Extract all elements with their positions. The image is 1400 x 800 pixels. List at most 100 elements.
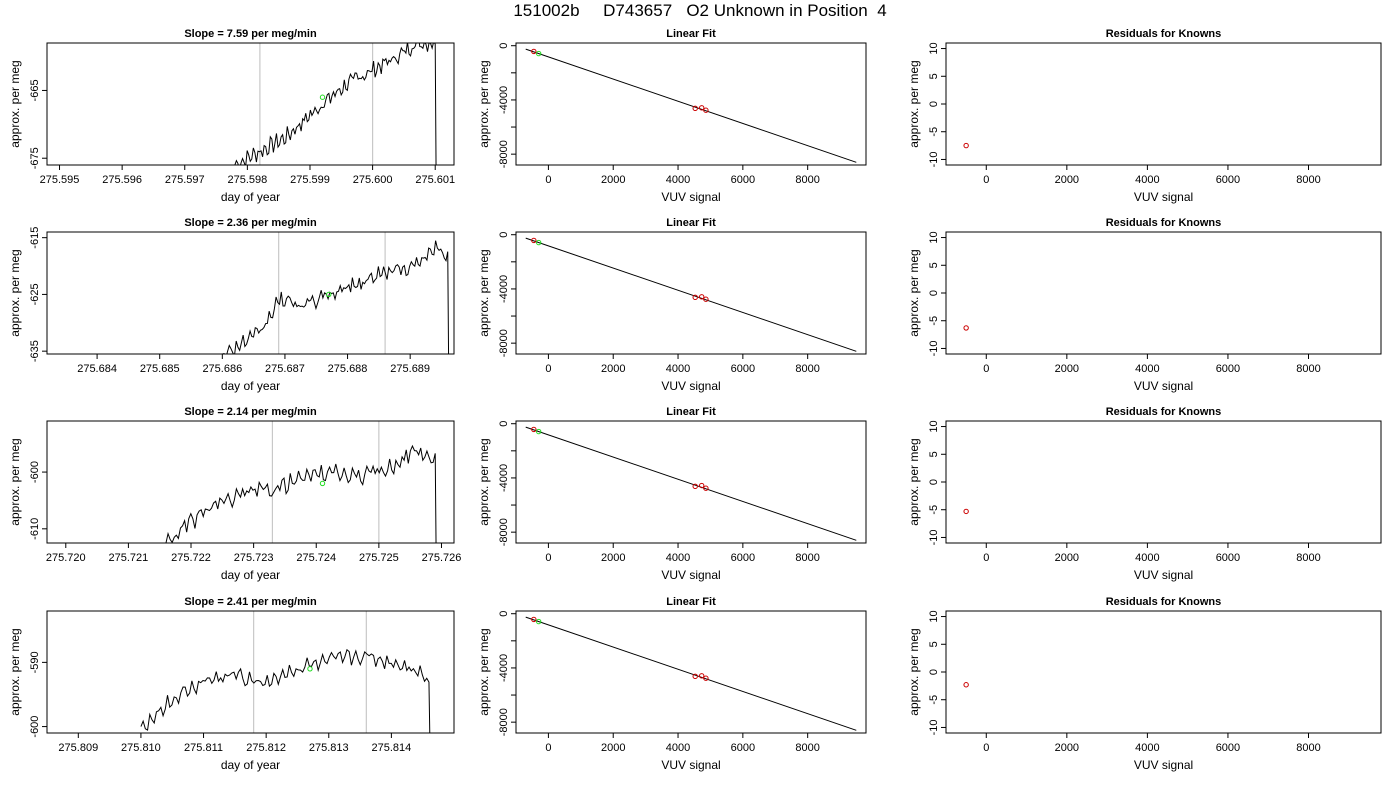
y-tick-label: -10 [928,152,940,168]
known-point [698,673,705,679]
x-tick-label: 275.684 [77,363,117,375]
x-tick-label: 275.598 [227,174,267,186]
data-layer [165,421,437,543]
unknown-point [319,480,326,487]
data-layer [525,48,857,163]
y-axis-label: approx. per meg [8,249,22,336]
data-layer [234,43,437,165]
panel-title: Linear Fit [666,406,716,418]
y-tick-label: 10 [928,610,940,622]
x-tick-label: 2000 [601,552,625,564]
y-tick-label: -665 [29,79,41,101]
y-tick-label: 0 [498,43,510,49]
fit-line [525,48,857,163]
x-axis-label: VUV signal [661,758,720,772]
data-layer [963,508,969,515]
y-tick-label: -5 [928,316,940,326]
known-point [531,48,537,55]
x-tick-label: 275.725 [359,552,399,564]
plot-frame [46,610,455,734]
plot-frame [46,231,455,355]
x-tick-label: 0 [545,552,551,564]
y-tick-label: -8000 [498,140,510,168]
x-tick-label: 275.595 [40,174,80,186]
x-tick-label: 275.601 [415,174,455,186]
x-tick-label: 0 [983,174,989,186]
panel-4-1: Slope = 2.41 per meg/min 275.809 275.810 27… [8,596,455,772]
x-tick-label: 6000 [1216,742,1240,754]
unknown-point [326,291,332,298]
x-tick-label: 275.811 [184,742,223,754]
x-axis-label: day of year [221,758,280,772]
x-axis-label: VUV signal [1134,190,1193,204]
unknown-point [535,618,542,625]
y-tick-label: -10 [928,720,940,736]
panel-1-3: Residuals for Knowns 0 2000 4000 6000 8000 10 5… [907,28,1382,204]
y-tick-label: 0 [498,421,510,427]
panel-4-3: Residuals for Knowns 0 2000 4000 6000 8000 10 5… [907,596,1382,772]
x-tick-label: 275.814 [372,742,412,754]
y-tick-label: 0 [498,611,510,617]
y-tick-label: -675 [29,147,41,169]
y-tick-label: -8000 [498,518,510,546]
data-layer [222,232,450,354]
y-tick-label: 0 [498,232,510,238]
x-tick-label: 275.813 [309,742,349,754]
x-tick-label: 275.724 [296,552,336,564]
signal-trace [165,444,437,543]
panel-title: Slope = 2.14 per meg/min [184,406,317,418]
known-point [963,142,969,149]
plot-frame [515,610,867,734]
x-tick-label: 0 [983,742,989,754]
panel-3-1: Slope = 2.14 per meg/min 275.720 275.721 27… [8,406,461,582]
x-axis-label: VUV signal [661,190,720,204]
panel-title: Linear Fit [666,596,716,608]
y-tick-label: -590 [29,651,41,673]
panel-2-2: Linear Fit 0 2000 4000 6000 8000 0 -4000 -8000 VU… [477,217,867,393]
x-tick-label: 2000 [1055,363,1079,375]
x-tick-label: 4000 [666,174,690,186]
x-tick-label: 8000 [795,552,819,564]
panel-title: Residuals for Knowns [1106,28,1222,40]
x-tick-label: 275.812 [246,742,286,754]
panel-title: Linear Fit [666,28,716,40]
unknown-point [535,428,542,435]
fit-line [525,426,857,541]
x-axis-label: VUV signal [661,568,720,582]
panel-3-2: Linear Fit 0 2000 4000 6000 8000 0 -4000 -8000 VU… [477,406,867,582]
panel-title: Residuals for Knowns [1106,406,1222,418]
y-tick-label: 0 [928,669,940,675]
x-tick-label: 2000 [1055,742,1079,754]
x-tick-label: 0 [983,363,989,375]
x-tick-label: 275.809 [58,742,98,754]
panel-title: Residuals for Knowns [1106,596,1222,608]
unknown-point [535,239,542,246]
x-tick-label: 275.689 [390,363,430,375]
panel-4-2: Linear Fit 0 2000 4000 6000 8000 0 -4000 -8000 VU… [477,596,867,772]
known-point [703,296,709,302]
x-axis-label: day of year [221,568,280,582]
unknown-point [307,666,313,672]
x-tick-label: 275.687 [265,363,305,375]
x-tick-label: 4000 [1135,742,1159,754]
y-tick-label: 5 [928,641,940,647]
x-tick-label: 2000 [601,363,625,375]
y-tick-label: 0 [928,479,940,485]
x-tick-label: 275.596 [102,174,142,186]
x-tick-label: 6000 [1216,363,1240,375]
x-tick-label: 4000 [1135,363,1159,375]
x-tick-label: 2000 [1055,552,1079,564]
known-point [692,483,698,490]
known-point [531,426,537,433]
x-tick-label: 0 [545,363,551,375]
panel-2-3: Residuals for Knowns 0 2000 4000 6000 8000 10 5… [907,217,1382,393]
x-tick-label: 6000 [1216,174,1240,186]
panel-1-1: Slope = 7.59 per meg/min 275.595 275.596 27… [8,28,455,204]
x-tick-label: 8000 [1296,363,1320,375]
x-tick-label: 4000 [666,552,690,564]
panel-1-2: Linear Fit 0 2000 4000 6000 8000 0 -4000 -8000 VU… [477,28,867,204]
y-tick-label: -635 [29,340,41,362]
y-tick-label: -5 [928,127,940,137]
x-tick-label: 6000 [731,174,755,186]
